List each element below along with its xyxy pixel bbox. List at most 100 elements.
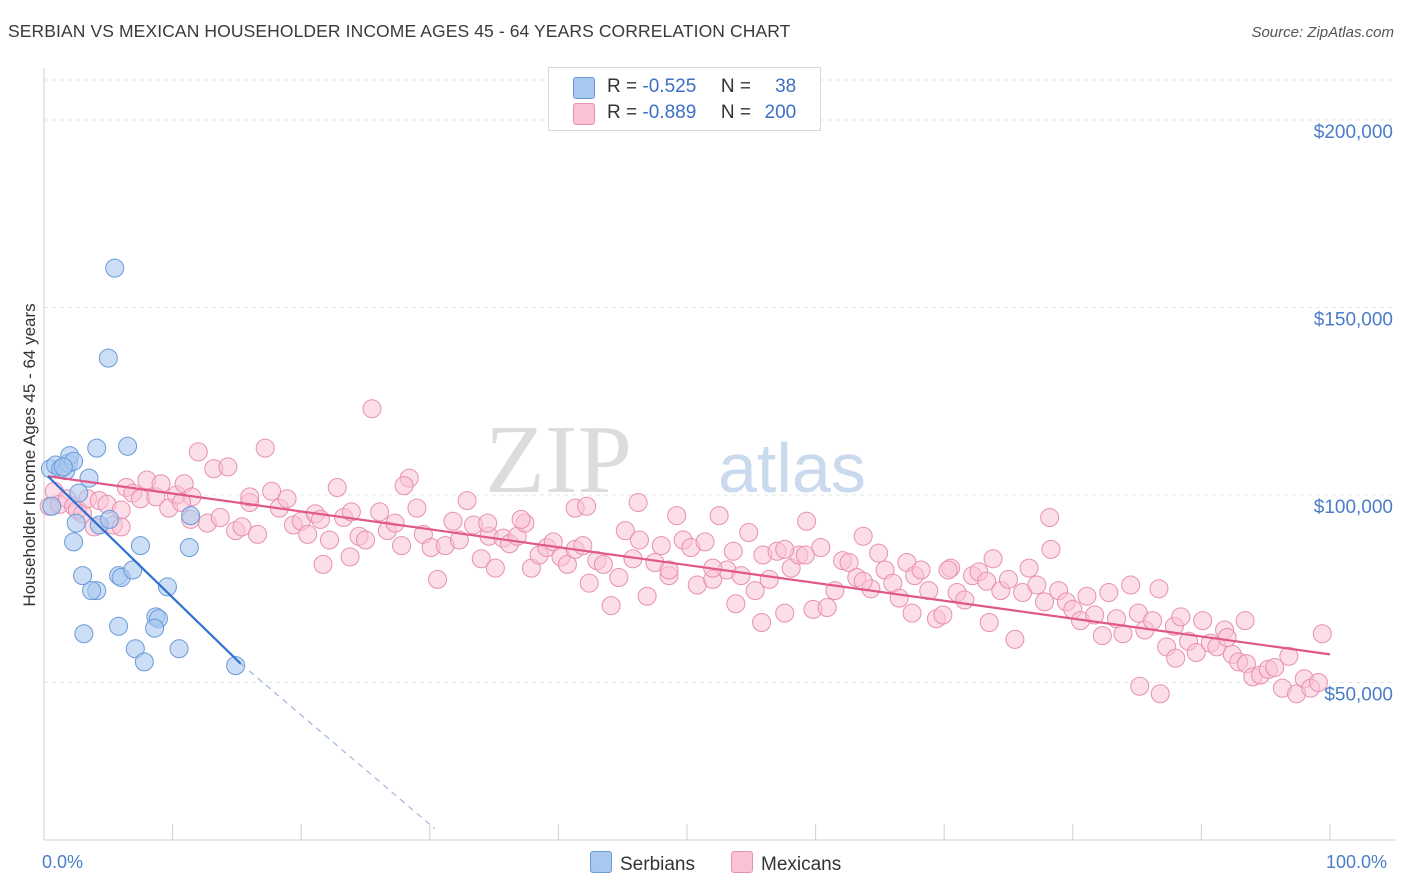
serbian-point <box>74 624 94 644</box>
mexican-point <box>319 530 339 550</box>
serbian-point <box>105 258 125 278</box>
mexican-point <box>341 502 361 522</box>
mexican-point <box>457 491 477 511</box>
mexican-point <box>232 517 252 537</box>
mexican-point <box>1143 611 1163 631</box>
serbian-point <box>82 581 102 601</box>
legend-swatch-serbians <box>573 77 595 99</box>
legend-n-label: N = <box>720 102 751 123</box>
source-label: Source: ZipAtlas.com <box>1251 24 1394 41</box>
serbian-point <box>79 468 99 488</box>
mexican-point <box>1041 539 1061 559</box>
mexican-point <box>745 581 765 601</box>
legend-swatch-mexicans <box>731 851 753 873</box>
mexican-point <box>1121 575 1141 595</box>
mexicans-trend-line <box>47 475 1331 656</box>
mexican-point <box>1035 592 1055 612</box>
legend-label-serbians: Serbians <box>620 854 695 875</box>
mexican-point <box>739 523 759 542</box>
mexican-point <box>609 568 629 587</box>
mexican-point <box>811 538 831 557</box>
mexican-point <box>999 569 1018 589</box>
mexican-point <box>370 502 390 522</box>
mexican-point <box>471 549 491 569</box>
mexican-point <box>637 586 657 606</box>
mexican-point <box>977 571 997 591</box>
legend-r-label: R = <box>607 102 638 123</box>
mexican-point <box>407 498 427 518</box>
mexican-point <box>659 560 679 580</box>
x-tick-label-left: 0.0% <box>42 852 84 872</box>
watermark-zip: ZIP <box>485 406 632 514</box>
legend-item-serbians: Serbians <box>590 851 695 876</box>
mexican-point <box>797 511 817 531</box>
mexican-point <box>817 598 837 617</box>
mexican-point <box>1040 508 1060 527</box>
serbian-point <box>169 639 189 659</box>
mexican-point <box>933 605 953 625</box>
mexican-point <box>795 545 815 565</box>
serbian-point <box>130 536 150 556</box>
legend-swatch-mexicans <box>573 103 595 125</box>
mexican-point <box>1171 607 1191 627</box>
mexican-point <box>889 588 909 608</box>
mexican-point <box>340 547 360 567</box>
mexican-point <box>577 496 597 516</box>
mexican-point <box>392 536 412 556</box>
mexican-point <box>428 569 448 589</box>
legend-n-label: N = <box>720 76 751 97</box>
serbian-point <box>73 566 93 586</box>
mexican-point <box>1186 643 1206 662</box>
mexican-point <box>327 478 347 497</box>
mexican-point <box>218 457 238 477</box>
mexican-point <box>731 566 751 586</box>
legend-n-value: 200 <box>764 102 797 123</box>
serbian-point <box>109 616 129 636</box>
serbian-point <box>98 348 118 368</box>
serbian-point <box>125 639 145 659</box>
y-tick-label: $100,000 <box>1314 497 1393 518</box>
mexican-point <box>1027 575 1047 595</box>
mexican-point <box>709 506 729 526</box>
mexican-point <box>449 530 469 550</box>
mexican-point <box>1235 611 1255 631</box>
stats-legend: R = -0.525 N = 38 R = -0.889 N = 200 <box>548 67 821 131</box>
mexican-point <box>911 560 931 580</box>
mexican-point <box>240 487 260 507</box>
mexican-point <box>1099 583 1119 602</box>
mexican-point <box>979 613 999 632</box>
mexican-point <box>1130 676 1150 696</box>
watermark-atlas: atlas <box>718 429 866 507</box>
serbian-point <box>64 532 84 552</box>
mexican-point <box>247 524 267 544</box>
mexican-point <box>775 539 795 559</box>
watermark: ZIP atlas <box>485 406 866 514</box>
y-tick-label: $200,000 <box>1314 122 1393 143</box>
mexican-point <box>628 493 648 512</box>
mexican-point <box>362 399 382 419</box>
legend-swatch-serbians <box>590 851 612 873</box>
mexican-point <box>853 526 873 546</box>
legend-r-value: -0.525 <box>642 76 697 97</box>
legend-r-label: R = <box>607 76 638 97</box>
mexican-point <box>511 509 531 529</box>
mexican-point <box>1193 611 1213 631</box>
mexican-point <box>262 481 282 501</box>
serbians-points <box>40 258 246 676</box>
serbian-point <box>181 506 201 526</box>
mexican-point <box>1279 646 1299 666</box>
serbian-point <box>145 618 165 638</box>
mexican-point <box>478 513 498 533</box>
serbian-point <box>157 577 177 597</box>
mexican-point <box>1217 628 1237 647</box>
serbian-point <box>179 538 199 557</box>
mexican-point <box>615 521 635 541</box>
mexican-point <box>1312 624 1332 644</box>
trend-lines <box>47 475 1331 830</box>
mexican-point <box>298 524 318 544</box>
mexican-point <box>356 530 375 550</box>
mexican-point <box>726 594 746 614</box>
legend-item-mexicans: Mexicans <box>731 851 841 876</box>
legend-r-value: -0.889 <box>642 102 697 123</box>
serbian-point <box>123 560 143 580</box>
